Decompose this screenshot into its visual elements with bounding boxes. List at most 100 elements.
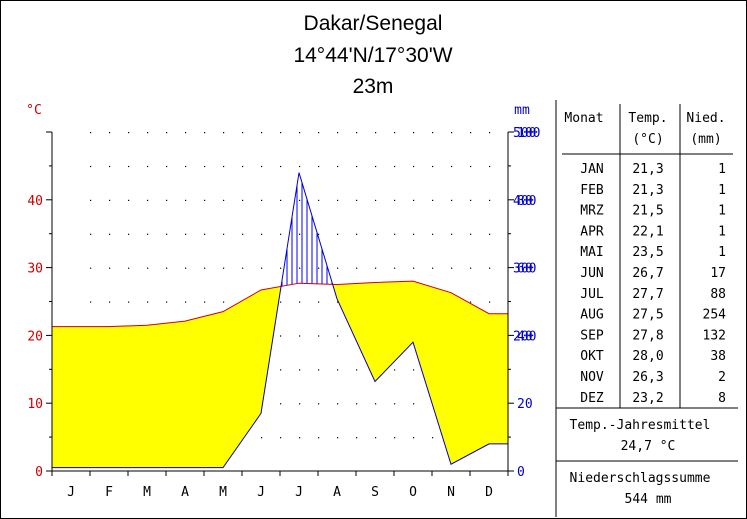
grid-dot	[166, 132, 168, 134]
grid-dot	[470, 132, 472, 134]
right-tick-label: 20	[517, 397, 533, 412]
grid-dot	[204, 165, 206, 168]
grid-dot	[394, 369, 396, 371]
table-cell-precip: 254	[703, 308, 727, 323]
grid-dot	[489, 165, 491, 168]
grid-dot	[451, 267, 453, 269]
month-label: F	[105, 485, 113, 500]
month-label: D	[485, 485, 493, 500]
grid-dot	[261, 132, 263, 134]
annual-temp-value: 24,7 °C	[621, 439, 676, 454]
grid-dot	[223, 165, 225, 168]
grid-dot	[318, 369, 320, 371]
humid-hatch-layer	[281, 182, 333, 287]
grid-dot	[356, 369, 358, 371]
grid-dot	[147, 233, 149, 235]
table-cell-temp: 21,3	[632, 162, 663, 177]
grid-dot	[356, 437, 358, 439]
grid-dot	[337, 437, 339, 439]
grid-dot	[109, 132, 111, 134]
grid-dot	[147, 199, 149, 201]
grid-dot	[413, 403, 415, 405]
grid-dot	[318, 165, 320, 168]
grid-dot	[280, 403, 282, 405]
table-cell-precip: 17	[710, 266, 726, 281]
station-coords: 14°44'N/17°30'W	[293, 44, 452, 67]
annual-temp-label: Temp.-Jahresmittel	[570, 418, 711, 433]
grid-dot	[128, 165, 130, 168]
data-table: Monat Temp. (°C) Nied. (mm) JAN 21,3 1 FEB 2…	[555, 100, 738, 517]
grid-dot	[413, 369, 415, 371]
grid-dot	[394, 267, 396, 269]
grid-dot	[318, 437, 320, 439]
grid-dot	[451, 233, 453, 235]
temperature-fill-layer	[52, 281, 508, 468]
table-header-month: Monat	[564, 111, 603, 126]
left-tick-label: 40	[27, 194, 43, 209]
grid-dot	[166, 233, 168, 235]
table-cell-precip: 1	[718, 224, 726, 239]
grid-dot	[356, 233, 358, 235]
grid-dot	[90, 199, 92, 201]
grid-dot	[356, 165, 358, 168]
month-label: A	[333, 485, 341, 500]
month-label: S	[371, 485, 379, 500]
grid-dot	[337, 132, 339, 134]
grid-dot	[90, 132, 92, 134]
table-cell-precip: 1	[718, 183, 726, 198]
table-cell-temp: 27,7	[632, 287, 663, 302]
grid-dot	[394, 437, 396, 439]
right-tick-label: 100	[517, 126, 540, 141]
grid-dot	[261, 437, 263, 439]
table-cell-month: NOV	[580, 370, 604, 385]
grid-dot	[109, 165, 111, 168]
right-tick-label: 500	[513, 126, 536, 141]
grid-dot	[413, 132, 415, 134]
grid-dot	[185, 165, 187, 168]
grid-dot	[280, 199, 282, 201]
grid-dot	[432, 437, 434, 439]
grid-dot	[185, 132, 187, 134]
grid-dot	[280, 267, 282, 269]
grid-dot	[128, 132, 130, 134]
table-cell-temp: 22,1	[632, 224, 663, 239]
table-cell-precip: 1	[718, 204, 726, 219]
grid-dot	[280, 335, 282, 337]
table-cell-precip: 88	[710, 287, 726, 302]
grid-dot	[242, 165, 244, 168]
table-cell-month: DEZ	[580, 391, 604, 406]
grid-dot	[413, 437, 415, 439]
grid-dot	[261, 165, 263, 168]
grid-dot	[185, 199, 187, 201]
grid-dot	[470, 267, 472, 269]
grid-dot	[147, 132, 149, 134]
grid-dot	[489, 132, 491, 134]
table-cell-month: FEB	[580, 183, 604, 198]
grid-dot	[318, 403, 320, 405]
grid-dot	[413, 267, 415, 269]
grid-dot	[223, 199, 225, 201]
grid-dot	[318, 267, 320, 269]
grid-dot	[470, 301, 472, 303]
grid-dot	[337, 403, 339, 405]
grid-dot	[280, 437, 282, 439]
left-tick-label: 10	[27, 397, 43, 412]
grid-dot	[261, 267, 263, 269]
grid-dot	[299, 403, 301, 405]
grid-dot	[375, 233, 377, 235]
grid-dot	[375, 267, 377, 269]
grid-dot	[375, 437, 377, 439]
table-cell-month: JUN	[580, 266, 603, 281]
table-cell-precip: 2	[718, 370, 726, 385]
grid-dot	[413, 199, 415, 201]
table-cell-month: OKT	[580, 349, 604, 364]
grid-dot	[147, 301, 149, 303]
grid-dot	[299, 165, 301, 168]
grid-dot	[223, 301, 225, 303]
grid-dot	[394, 132, 396, 134]
table-header-precip-unit: (mm)	[690, 132, 721, 147]
grid-dot	[451, 132, 453, 134]
grid-dot	[242, 199, 244, 201]
table-cell-temp: 21,3	[632, 183, 663, 198]
station-name: Dakar/Senegal	[304, 12, 443, 35]
